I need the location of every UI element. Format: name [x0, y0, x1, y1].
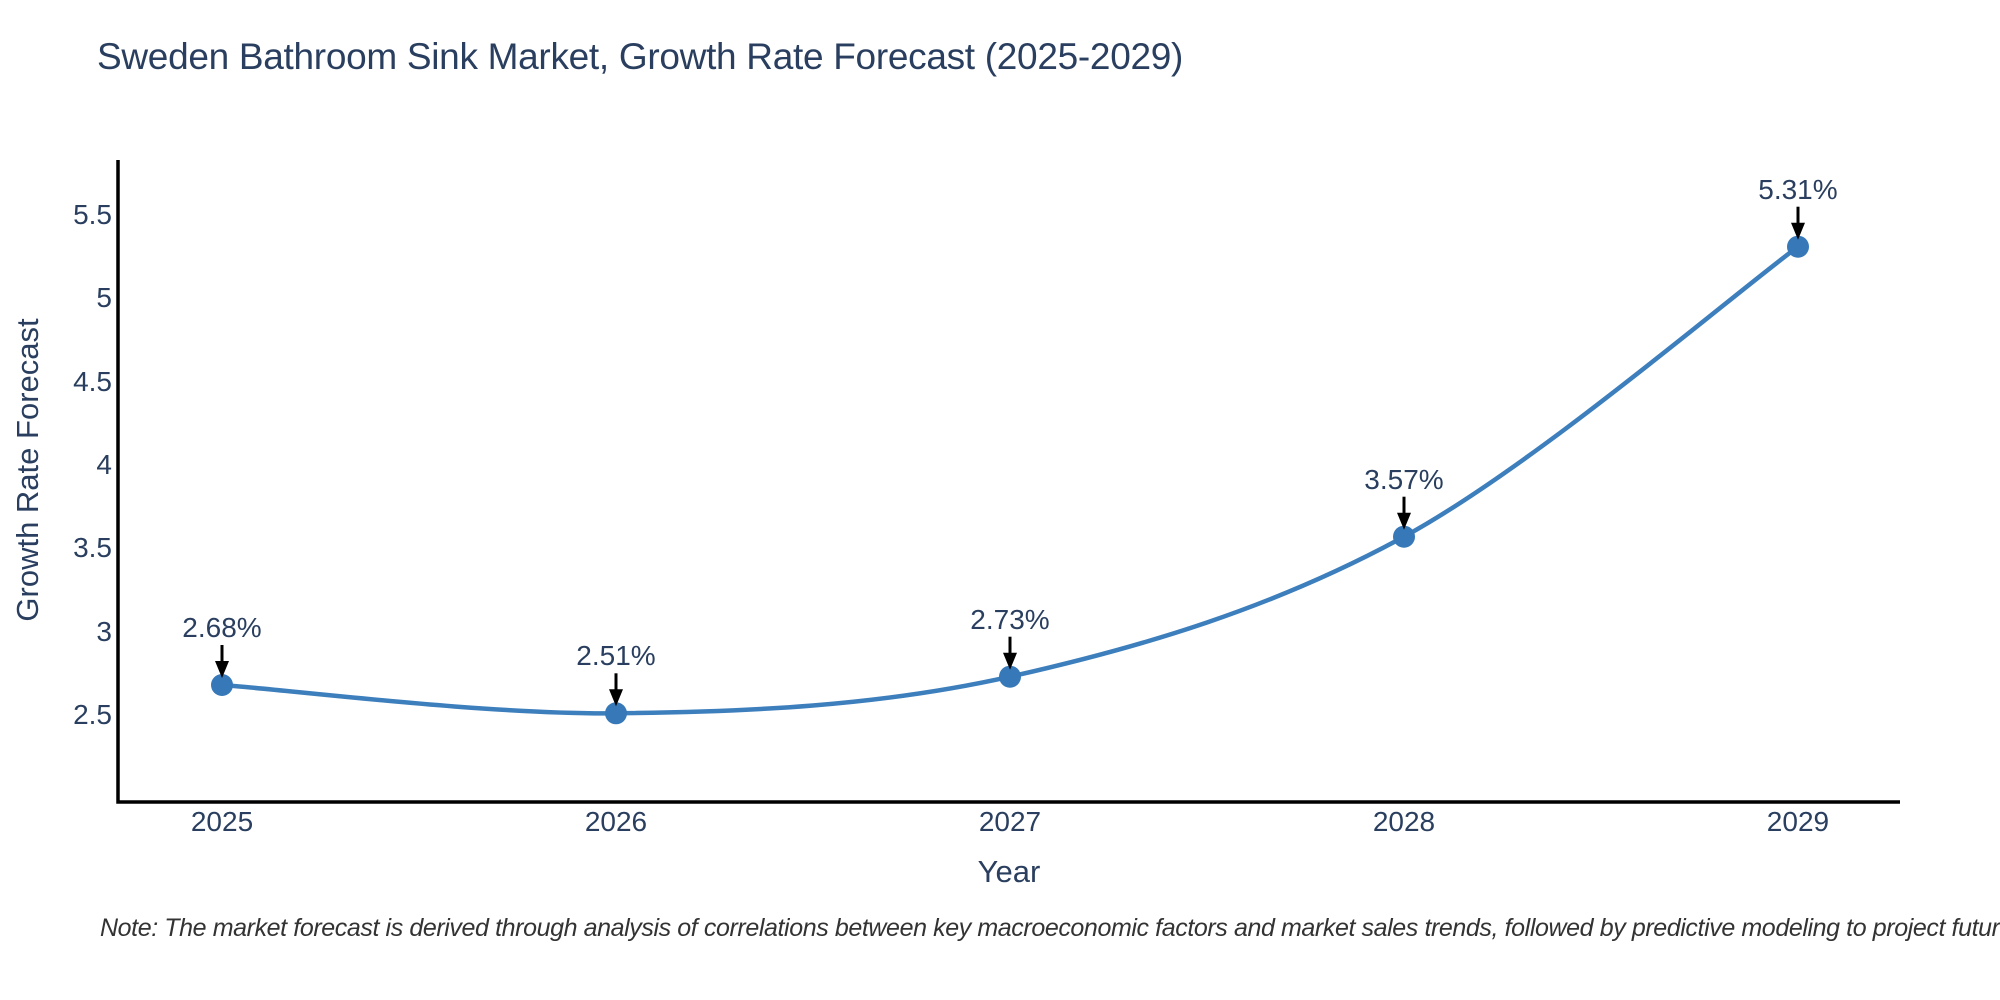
annotation-arrow-head [1003, 652, 1017, 670]
y-tick-label: 2.5 [73, 699, 112, 730]
data-point-marker[interactable] [1787, 235, 1809, 258]
point-annotation: 2.68% [182, 612, 262, 643]
y-tick-label: 5 [96, 282, 112, 314]
x-axis-title: Year [977, 854, 1041, 889]
x-tick-label: 2026 [584, 806, 648, 837]
footnote: Note: The market forecast is derived thr… [100, 914, 2000, 942]
x-tick-label: 2025 [190, 806, 254, 837]
y-tick-label: 4 [96, 449, 112, 480]
annotation-arrow-head [1397, 512, 1411, 530]
axis-lines [116, 160, 1900, 804]
point-annotation: 3.57% [1364, 463, 1444, 495]
point-annotation: 2.51% [576, 640, 656, 672]
x-tick-label: 2028 [1372, 806, 1436, 837]
y-tick-label: 3 [96, 615, 112, 647]
data-point-marker[interactable] [1393, 525, 1415, 548]
point-annotation: 2.73% [970, 603, 1050, 635]
data-point-marker[interactable] [605, 702, 627, 725]
point-annotation: 5.31% [1758, 173, 1838, 205]
annotation-arrow-head [215, 661, 229, 678]
annotation-arrow-head [1791, 222, 1805, 240]
trend-line [219, 244, 1801, 716]
data-point-marker[interactable] [211, 674, 233, 696]
y-tick-label: 4.5 [73, 365, 112, 397]
x-tick-label: 2029 [1766, 806, 1830, 837]
data-point-marker[interactable] [999, 665, 1021, 688]
annotation-arrow-head [609, 689, 623, 707]
x-tick-label: 2027 [978, 806, 1042, 837]
y-tick-label: 3.5 [73, 532, 112, 564]
y-tick-label: 5.5 [73, 199, 112, 230]
chart-title: Sweden Bathroom Sink Market, Growth Rate… [97, 36, 1184, 77]
